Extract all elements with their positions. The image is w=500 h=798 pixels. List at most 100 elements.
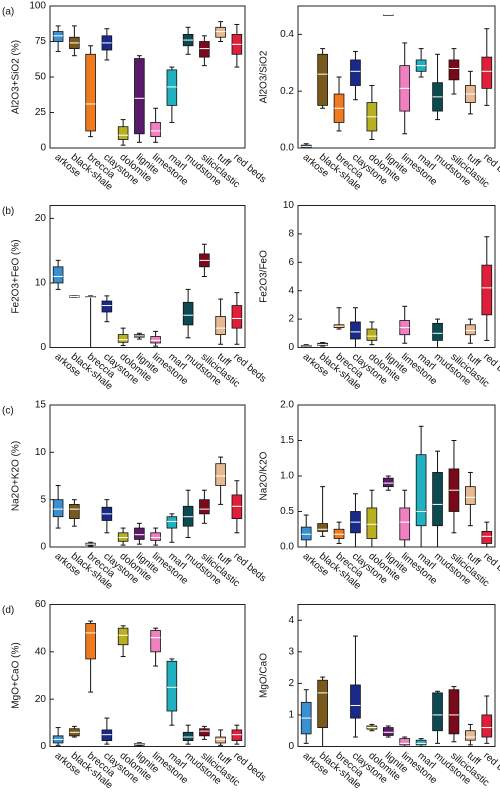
y-tick-label: 5: [40, 494, 46, 505]
box: [85, 623, 96, 660]
box: [182, 731, 194, 741]
box: [366, 507, 378, 539]
box: [117, 627, 129, 646]
y-tick-label: 8: [288, 229, 294, 240]
plot-frame: [49, 404, 246, 548]
box: [382, 477, 394, 488]
y-tick-label: 2.0: [280, 400, 294, 411]
box: [69, 503, 80, 519]
y-tick-label: 6: [288, 257, 294, 268]
box: [415, 739, 427, 746]
box: [85, 53, 96, 132]
y-tick-label: 2: [288, 314, 294, 325]
y-tick-label: 75: [35, 36, 47, 47]
panel-label: (c): [2, 406, 14, 417]
box: [350, 321, 361, 340]
y-tick-label: 0.0: [280, 542, 294, 553]
box: [481, 530, 493, 544]
panel-label: (d): [2, 605, 14, 616]
plot-frame: [49, 205, 246, 348]
box: [432, 472, 443, 527]
box: [350, 59, 361, 86]
y-tick-label: 0.5: [280, 506, 294, 517]
box: [166, 69, 178, 106]
y-tick-label: 100: [29, 1, 46, 12]
box: [481, 56, 493, 89]
y-axis-label: Na2O+K2O (%): [11, 441, 22, 511]
box: [465, 324, 476, 336]
box: [432, 322, 443, 341]
y-tick-label: 4: [288, 285, 294, 296]
y-tick-label: 0: [288, 342, 294, 353]
y-tick-label: 10: [35, 447, 47, 458]
box: [134, 58, 145, 135]
y-tick-label: 4: [288, 615, 294, 626]
box: [382, 727, 394, 736]
y-tick-label: 0.2: [280, 86, 294, 97]
box: [399, 507, 411, 541]
box: [117, 334, 129, 343]
y-tick-label: 60: [35, 599, 47, 610]
y-tick-label: 20: [35, 213, 47, 224]
box: [150, 122, 161, 138]
box: [215, 26, 226, 38]
y-axis-label: Na2O/K2O: [259, 451, 270, 500]
box: [134, 527, 145, 540]
y-tick-label: 0: [40, 741, 46, 752]
y-tick-label: 0.0: [280, 143, 294, 154]
y-tick-label: 20: [35, 694, 47, 705]
box: [481, 264, 493, 316]
y-tick-label: 10: [283, 200, 295, 211]
box: [101, 729, 113, 741]
y-axis-label: Al2O3+SiO2 (%): [11, 40, 22, 114]
box: [215, 316, 226, 335]
box: [350, 684, 361, 719]
box: [366, 328, 378, 341]
box: [231, 729, 243, 741]
box: [448, 59, 460, 81]
box: [317, 679, 328, 728]
box: [150, 336, 161, 344]
box: [101, 300, 113, 313]
box: [215, 463, 226, 486]
y-tick-label: 0: [40, 143, 46, 154]
plot-frame: [297, 604, 496, 747]
y-axis-label: Fe2O3/FeO: [259, 250, 270, 303]
y-tick-label: 0: [288, 741, 294, 752]
plot-frame: [49, 604, 246, 747]
y-tick-label: 0.4: [280, 29, 294, 40]
box: [166, 516, 178, 529]
box: [215, 736, 226, 744]
box: [399, 738, 411, 746]
box: [465, 486, 476, 505]
box: [52, 499, 64, 518]
box: [448, 689, 460, 735]
box: [481, 714, 493, 738]
box: [150, 630, 161, 653]
y-tick-label: 15: [35, 400, 47, 411]
box: [150, 532, 161, 541]
box: [199, 728, 210, 737]
y-tick-label: 1: [288, 710, 294, 721]
box: [199, 41, 210, 58]
y-axis-label: Fe2O3+FeO (%): [11, 239, 22, 313]
box: [432, 692, 443, 732]
y-tick-label: 0: [40, 542, 46, 553]
panel-label: (a): [2, 7, 14, 18]
y-tick-label: 50: [35, 72, 47, 83]
y-tick-label: 0: [40, 342, 46, 353]
box: [52, 31, 64, 42]
box: [465, 730, 476, 741]
y-tick-label: 10: [35, 278, 47, 289]
box: [166, 660, 178, 712]
box: [52, 266, 64, 284]
box: [182, 301, 194, 326]
y-axis-label: MgO+CaO (%): [11, 642, 22, 708]
y-tick-label: 25: [35, 107, 47, 118]
panel-label: (b): [2, 206, 14, 217]
y-axis-label: MgO/CaO: [259, 653, 270, 698]
y-tick-label: 3: [288, 646, 294, 657]
plot-frame: [297, 404, 496, 548]
box: [199, 499, 210, 515]
